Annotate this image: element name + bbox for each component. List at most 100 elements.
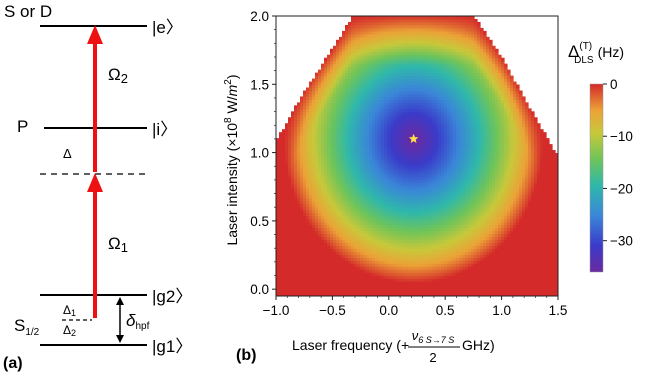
heatmap-cell — [426, 42, 430, 47]
heatmap-cell — [393, 284, 397, 288]
heatmap-cell — [444, 251, 448, 255]
heatmap-cell — [339, 236, 343, 241]
heatmap-cell — [321, 212, 325, 217]
heatmap-cell — [387, 278, 391, 282]
heatmap-cell — [315, 120, 319, 124]
heatmap-cell — [345, 132, 349, 136]
heatmap-cell — [372, 209, 376, 214]
heatmap-cell — [444, 182, 448, 187]
heatmap-cell — [441, 93, 445, 98]
heatmap-cell — [390, 45, 394, 50]
heatmap-cell — [363, 96, 367, 101]
heatmap-cell — [324, 84, 328, 89]
heatmap-cell — [321, 206, 325, 211]
heatmap-cell — [279, 147, 283, 151]
heatmap-cell — [387, 24, 391, 29]
heatmap-cell — [312, 200, 316, 205]
heatmap-cell — [285, 236, 289, 241]
heatmap-cell — [318, 251, 322, 255]
heatmap-cell — [312, 293, 316, 296]
heatmap-cell — [378, 281, 382, 285]
heatmap-cell — [333, 117, 337, 121]
heatmap-cell — [402, 147, 406, 151]
heatmap-cell — [360, 108, 364, 112]
heatmap-cell — [438, 224, 442, 229]
heatmap-cell — [411, 117, 415, 121]
heatmap-cell — [282, 158, 286, 163]
heatmap-cell — [417, 16, 421, 20]
heatmap-cell — [333, 284, 337, 288]
heatmap-cell — [312, 275, 316, 279]
heatmap-cell — [285, 212, 289, 217]
heatmap-cell — [357, 179, 361, 184]
heatmap-cell — [288, 275, 292, 279]
heatmap-cell — [306, 233, 310, 238]
heatmap-cell — [306, 266, 310, 270]
heatmap-cell — [312, 111, 316, 115]
heatmap-cell — [321, 188, 325, 193]
heatmap-cell — [315, 266, 319, 270]
heatmap-cell — [408, 194, 412, 199]
heatmap-cell — [342, 275, 346, 279]
heatmap-cell — [396, 66, 400, 71]
heatmap-cell — [288, 251, 292, 255]
heatmap-cell — [345, 278, 349, 282]
heatmap-cell — [342, 90, 346, 95]
heatmap-cell — [333, 105, 337, 109]
heatmap-cell — [336, 215, 340, 220]
heatmap-cell — [330, 99, 334, 103]
heatmap-cell — [381, 45, 385, 50]
heatmap-cell — [348, 173, 352, 178]
heatmap-cell — [402, 30, 406, 35]
heatmap-cell — [378, 132, 382, 136]
heatmap-cell — [447, 185, 451, 190]
heatmap-cell — [288, 188, 292, 193]
heatmap-cell — [375, 135, 379, 139]
heatmap-cell — [282, 233, 286, 238]
heatmap-cell — [423, 57, 427, 62]
heatmap-cell — [390, 185, 394, 190]
heatmap-cell — [414, 275, 418, 279]
heatmap-cell — [333, 96, 337, 101]
heatmap-cell — [381, 66, 385, 71]
heatmap-cell — [423, 111, 427, 115]
heatmap-cell — [336, 111, 340, 115]
heatmap-cell — [357, 194, 361, 199]
heatmap-cell — [330, 206, 334, 211]
heatmap-cell — [444, 108, 448, 112]
heatmap-cell — [390, 48, 394, 53]
heatmap-cell — [387, 266, 391, 270]
heatmap-cell — [360, 191, 364, 196]
heatmap-cell — [312, 191, 316, 196]
heatmap-cell — [348, 257, 352, 261]
heatmap-cell — [375, 242, 379, 246]
heatmap-cell — [336, 138, 340, 142]
heatmap-cell — [354, 287, 358, 291]
heatmap-cell — [333, 269, 337, 273]
heatmap-cell — [333, 212, 337, 217]
heatmap-cell — [369, 221, 373, 226]
heatmap-cell — [297, 129, 301, 133]
heatmap-cell — [405, 150, 409, 154]
heatmap-cell — [279, 224, 283, 229]
heatmap-cell — [447, 230, 451, 235]
heatmap-cell — [387, 57, 391, 62]
heatmap-cell — [441, 278, 445, 282]
heatmap-cell — [384, 45, 388, 50]
heatmap-cell — [393, 182, 397, 187]
heatmap-cell — [393, 144, 397, 148]
heatmap-cell — [366, 230, 370, 235]
heatmap-cell — [438, 141, 442, 145]
heatmap-cell — [384, 269, 388, 273]
heatmap-cell — [354, 120, 358, 124]
heatmap-cell — [300, 176, 304, 181]
heatmap-cell — [366, 242, 370, 246]
heatmap-cell — [366, 33, 370, 38]
heatmap-cell — [285, 284, 289, 288]
heatmap-cell — [387, 182, 391, 187]
heatmap-cell — [309, 161, 313, 166]
heatmap-cell — [300, 269, 304, 273]
heatmap-cell — [450, 170, 454, 175]
heatmap-cell — [339, 185, 343, 190]
heatmap-cell — [306, 126, 310, 130]
